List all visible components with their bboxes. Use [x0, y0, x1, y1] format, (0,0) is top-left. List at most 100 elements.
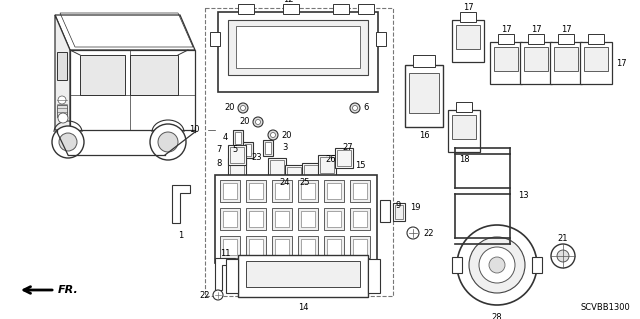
Circle shape — [353, 106, 358, 110]
Bar — [337, 150, 351, 166]
Bar — [210, 32, 220, 46]
Bar — [275, 211, 289, 227]
Bar — [350, 208, 370, 230]
Bar — [304, 165, 318, 181]
Bar — [243, 142, 253, 158]
Polygon shape — [55, 15, 195, 50]
Bar — [226, 259, 238, 293]
Bar — [246, 236, 266, 258]
Text: 9: 9 — [395, 201, 400, 210]
Polygon shape — [215, 258, 235, 290]
Bar — [395, 205, 403, 219]
Bar — [452, 257, 462, 273]
Bar — [318, 155, 336, 175]
Bar — [272, 208, 292, 230]
Bar — [270, 160, 284, 176]
Bar — [452, 20, 484, 62]
Text: 16: 16 — [419, 130, 429, 139]
Bar — [236, 26, 360, 68]
Polygon shape — [55, 15, 70, 130]
Bar — [238, 255, 368, 297]
Bar — [228, 145, 246, 165]
Bar — [263, 140, 273, 156]
Text: 24: 24 — [280, 178, 291, 187]
Bar — [350, 236, 370, 258]
Text: 19: 19 — [410, 203, 420, 211]
Bar — [353, 239, 367, 255]
Circle shape — [551, 244, 575, 268]
Bar — [456, 102, 472, 112]
Bar — [324, 208, 344, 230]
Bar — [532, 257, 542, 273]
Bar — [230, 160, 244, 176]
Bar — [376, 32, 386, 46]
Bar — [246, 180, 266, 202]
Bar — [298, 208, 318, 230]
Bar — [301, 239, 315, 255]
Bar — [223, 183, 237, 199]
Bar — [335, 148, 353, 168]
Text: 20: 20 — [225, 103, 235, 113]
Bar — [230, 147, 244, 163]
Polygon shape — [130, 55, 178, 95]
Bar — [275, 183, 289, 199]
Bar — [350, 180, 370, 202]
Text: 27: 27 — [342, 144, 353, 152]
Circle shape — [271, 132, 275, 137]
Text: 17: 17 — [463, 4, 474, 12]
Bar — [588, 34, 604, 44]
Text: 4: 4 — [223, 133, 228, 143]
Text: 21: 21 — [557, 234, 568, 243]
Bar — [380, 200, 390, 222]
Bar — [327, 211, 341, 227]
Circle shape — [268, 130, 278, 140]
Polygon shape — [172, 185, 190, 223]
Bar — [285, 165, 303, 185]
Text: 20: 20 — [239, 117, 250, 127]
Circle shape — [59, 133, 77, 151]
Bar — [275, 239, 289, 255]
Bar — [333, 4, 349, 14]
Circle shape — [58, 96, 66, 104]
Text: 10: 10 — [189, 125, 200, 135]
Bar — [554, 47, 578, 71]
Circle shape — [457, 225, 537, 305]
Bar — [520, 42, 552, 84]
Bar — [223, 211, 237, 227]
Bar — [498, 34, 514, 44]
Bar — [393, 203, 405, 221]
Bar — [580, 42, 612, 84]
Bar — [215, 175, 377, 263]
Bar — [220, 180, 240, 202]
Bar — [220, 208, 240, 230]
Bar — [409, 73, 439, 113]
Circle shape — [241, 106, 246, 110]
Bar — [228, 158, 246, 178]
Text: 13: 13 — [518, 190, 529, 199]
Bar — [220, 236, 240, 258]
Bar — [272, 180, 292, 202]
Circle shape — [255, 120, 260, 124]
Text: 17: 17 — [531, 26, 541, 34]
Text: 22: 22 — [200, 291, 210, 300]
Bar — [327, 239, 341, 255]
Polygon shape — [70, 50, 195, 130]
Circle shape — [479, 247, 515, 283]
Bar — [238, 4, 254, 14]
Circle shape — [58, 113, 68, 123]
Bar — [358, 4, 374, 14]
Bar — [228, 20, 368, 75]
Bar — [320, 157, 334, 173]
Circle shape — [489, 257, 505, 273]
Bar — [283, 4, 299, 14]
Bar — [494, 47, 518, 71]
Text: 18: 18 — [459, 155, 469, 165]
Circle shape — [213, 290, 223, 300]
Bar — [298, 236, 318, 258]
Text: 15: 15 — [355, 160, 365, 169]
Bar — [249, 211, 263, 227]
Text: 28: 28 — [492, 313, 502, 319]
Bar — [233, 130, 243, 146]
Bar — [298, 180, 318, 202]
Text: 22: 22 — [423, 228, 433, 238]
